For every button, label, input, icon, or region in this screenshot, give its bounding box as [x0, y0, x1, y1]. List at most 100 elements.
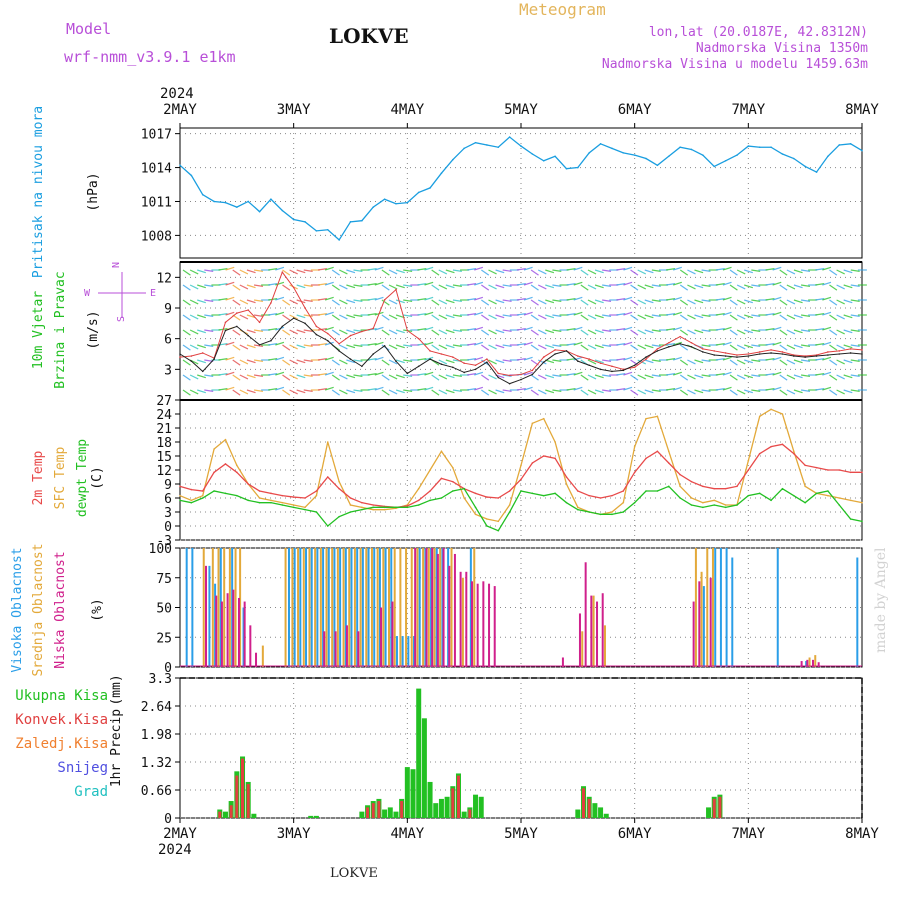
- wind-arrow: [324, 281, 334, 286]
- pressure-line-point: [440, 172, 443, 175]
- wind-arrow: [630, 269, 639, 276]
- cloud-unit: (%): [90, 598, 105, 621]
- pressure-line-point: [633, 154, 636, 156]
- sfc-temp-line-point: [326, 441, 329, 443]
- wind-arrow: [346, 389, 356, 394]
- cloud-bar-2: [488, 583, 491, 667]
- wind-arrow: [253, 269, 264, 272]
- wind-arrow: [566, 283, 576, 286]
- cloud-bar-0: [242, 607, 245, 667]
- wind-arrow: [566, 388, 576, 391]
- temp2m-line-point: [656, 450, 659, 453]
- wind-gust-line-point: [270, 302, 272, 304]
- pressure-line-point: [702, 154, 704, 156]
- wind-arrow: [431, 314, 440, 321]
- wind-arrow: [239, 359, 249, 365]
- wind-arrow: [303, 344, 313, 347]
- wind-arrow: [289, 344, 298, 350]
- wind-arrow: [552, 314, 562, 317]
- wind-arrow: [765, 358, 775, 361]
- wind-speed-line-point: [452, 366, 454, 369]
- wind-arrow: [673, 371, 682, 376]
- wind-arrow: [516, 358, 526, 361]
- wind-arrow: [616, 388, 626, 391]
- wind-arrow: [367, 298, 377, 301]
- wind-arrow: [850, 329, 860, 332]
- pressure-line-point: [815, 171, 818, 173]
- cloud-bar-0: [367, 548, 370, 667]
- wind-speed-line-point: [474, 368, 477, 371]
- wind-arrow: [381, 269, 390, 276]
- wind-arrow: [467, 313, 477, 316]
- cloud-bar-0: [407, 636, 410, 667]
- wind-arrow: [239, 314, 249, 320]
- cloud-bar-2: [561, 657, 564, 667]
- wind-arrow: [552, 389, 562, 392]
- wind-arrow: [239, 374, 249, 380]
- temp2m-line-point: [417, 499, 420, 502]
- wind-gust-line-point: [611, 365, 613, 368]
- precip-bar-1: [229, 805, 233, 818]
- wind-arrow: [850, 389, 860, 392]
- precip-bar-0: [387, 807, 393, 818]
- pressure-line-point: [270, 198, 272, 201]
- wind-arrow: [623, 371, 633, 376]
- wind-arrow: [275, 386, 285, 391]
- sfc-temp-line-point: [270, 499, 272, 502]
- wind-arrow: [395, 299, 405, 304]
- cloud-bar-2: [811, 659, 814, 667]
- wind-arrow: [388, 299, 398, 305]
- wind-arrow: [623, 326, 633, 331]
- cloud-bar-1: [382, 548, 385, 667]
- wind-arrow: [779, 359, 788, 366]
- wind-arrow: [353, 284, 363, 287]
- wind-arrow: [275, 296, 285, 301]
- wind-arrow: [282, 299, 291, 306]
- dewpt-line-point: [326, 525, 329, 527]
- wind-arrow: [679, 284, 689, 291]
- wind-arrow: [594, 389, 604, 394]
- pressure-line-point: [849, 143, 852, 145]
- wind-arrow: [523, 281, 533, 286]
- cloud-bar-0: [316, 548, 319, 667]
- cloud-bar-2: [243, 601, 246, 667]
- pressure-line-point: [736, 154, 738, 156]
- cloud-bar-0: [702, 586, 705, 667]
- cloud-bar-0: [805, 661, 808, 667]
- wind-arrow: [395, 359, 405, 364]
- pressure-ylabel: Pritisak na nivou mora: [31, 106, 46, 278]
- precip-bar-0: [410, 769, 416, 818]
- temp2m-line-point: [827, 469, 829, 471]
- wind-arrow: [623, 311, 633, 316]
- sfc-temp-line-point: [508, 504, 511, 506]
- wind-arrow: [417, 388, 427, 391]
- wind-arrow: [573, 371, 583, 376]
- pressure-line-point: [542, 159, 545, 162]
- wind-arrow: [182, 284, 191, 291]
- dewpt-line-point: [599, 513, 602, 516]
- wind-arrow: [324, 341, 334, 346]
- sfc-temp-line-point: [463, 497, 465, 499]
- wind-arrow: [452, 344, 462, 347]
- cloud-bar-1: [450, 548, 453, 667]
- wind-gust-line-point: [349, 334, 352, 337]
- pressure-line-point: [258, 210, 261, 213]
- sfc-temp-line-point: [281, 501, 284, 504]
- pressure-line-point: [577, 166, 579, 169]
- wind-gust-line-point: [372, 327, 375, 330]
- wind-arrow: [679, 359, 689, 366]
- wind-arrow: [779, 284, 788, 291]
- cloud-bar-1: [308, 548, 311, 667]
- dewpt-line-point: [213, 490, 215, 492]
- pressure-line-point: [236, 206, 238, 208]
- y-tick-label: 0: [164, 520, 172, 535]
- wind-arrow: [623, 356, 633, 361]
- wind-gust-line-point: [383, 299, 386, 301]
- y-tick-label: 9: [164, 302, 172, 317]
- pressure-line-point: [486, 144, 488, 146]
- cloud-bar-0: [469, 548, 472, 667]
- wind-arrow: [673, 341, 682, 346]
- wind-speed-line-point: [815, 355, 818, 357]
- wind-arrow: [246, 314, 256, 319]
- pressure-line-point: [827, 155, 829, 158]
